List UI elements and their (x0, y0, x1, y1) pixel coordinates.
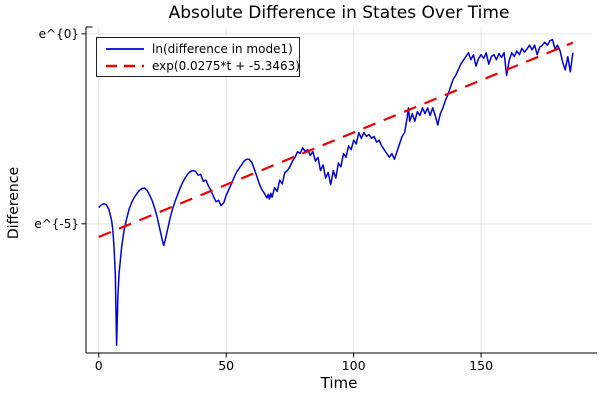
legend-label: exp(0.0275*t + -5.3463) (152, 58, 300, 73)
legend-solid-line-icon (106, 47, 144, 50)
legend: ln(difference in mode1) exp(0.0275*t + -… (96, 37, 300, 77)
x-tick-label: 50 (218, 358, 234, 373)
chart-title: Absolute Difference in States Over Time (168, 3, 510, 23)
x-tick-label: 0 (95, 358, 103, 373)
y-axis-label: Difference (6, 166, 22, 240)
legend-dashed-line-icon (106, 64, 144, 67)
y-tick-label: e^{-5} (34, 217, 79, 231)
legend-label: ln(difference in mode1) (152, 41, 293, 56)
fit-line (98, 41, 574, 238)
data-series-line (98, 38, 574, 347)
x-tick-label: 100 (342, 358, 366, 373)
legend-entry-fit-line: exp(0.0275*t + -5.3463) (97, 57, 300, 74)
legend-entry-data-series: ln(difference in mode1) (97, 40, 299, 57)
y-tick-label: e^{0} (39, 27, 79, 41)
x-tick-label: 150 (469, 358, 493, 373)
x-axis-label: Time (320, 374, 358, 392)
